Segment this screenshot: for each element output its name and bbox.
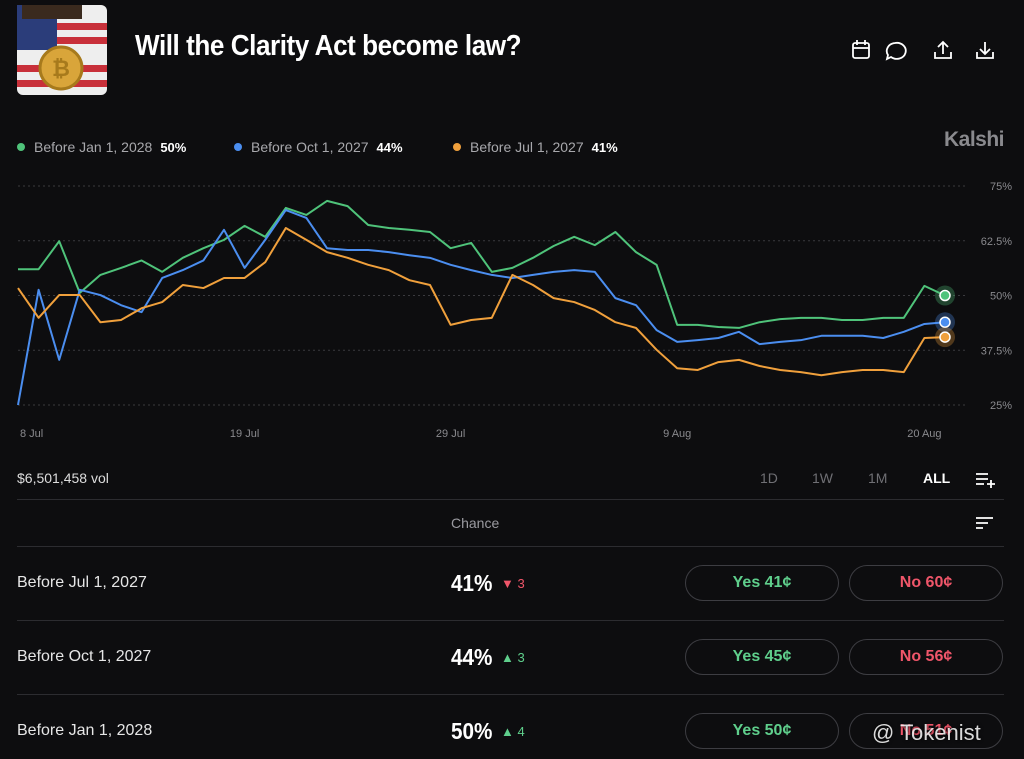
y-tick-label: 62.5% <box>981 236 1012 248</box>
series-line <box>17 227 946 377</box>
separator <box>17 499 1004 500</box>
range-button[interactable]: ALL <box>923 470 951 486</box>
x-tick-label: 19 Jul <box>230 428 259 440</box>
no-button[interactable]: No 51¢ <box>849 713 1003 749</box>
x-tick-label: 9 Aug <box>663 428 691 440</box>
volume: $6,501,458 vol <box>17 470 109 486</box>
brand-logo: Kalshi <box>943 128 1005 151</box>
legend-item[interactable]: Before Jan 1, 2028 50% <box>17 139 186 155</box>
y-tick-label: 37.5% <box>981 345 1012 357</box>
comment-icon[interactable] <box>885 41 907 61</box>
legend-swatch <box>17 143 25 151</box>
y-tick-label: 50% <box>990 291 1012 303</box>
yes-button[interactable]: Yes 45¢ <box>685 639 839 675</box>
market-thumbnail: ₿ <box>17 5 107 95</box>
download-icon[interactable] <box>976 42 994 59</box>
chart: 25% 37.5% 50% 62.5% 75% 8 Jul 19 Jul 29 Jul 9 Au… <box>17 181 1012 440</box>
chance: 50% <box>451 718 493 744</box>
chance-change: ▲ 4 <box>501 724 525 739</box>
legend-value: 50% <box>160 139 187 155</box>
no-button[interactable]: No 56¢ <box>849 639 1003 675</box>
legend-label: Before Jan 1, 2028 <box>34 139 153 155</box>
sort-icon[interactable] <box>976 516 994 530</box>
legend-value: 41% <box>591 139 618 155</box>
y-tick-label: 75% <box>990 181 1012 193</box>
x-tick-label: 8 Jul <box>20 428 43 440</box>
chance-change: ▲ 3 <box>501 650 525 665</box>
legend-value: 44% <box>376 139 403 155</box>
legend-item[interactable]: Before Jul 1, 2027 41% <box>453 139 618 155</box>
legend-label: Before Oct 1, 2027 <box>251 139 369 155</box>
change-arrow: ▼ <box>501 576 518 591</box>
range-button[interactable]: 1M <box>868 470 888 486</box>
legend-swatch <box>453 143 461 151</box>
no-button[interactable]: No 60¢ <box>849 565 1003 601</box>
series-line <box>18 199 946 329</box>
legend-item[interactable]: Before Oct 1, 2027 44% <box>234 139 403 155</box>
x-tick-label: 29 Jul <box>436 428 465 440</box>
chance: 41% <box>451 570 493 596</box>
end-marker <box>939 316 951 328</box>
separator <box>17 546 1004 547</box>
change-value: 4 <box>517 724 525 739</box>
outcome-name: Before Jan 1, 2028 <box>17 722 153 739</box>
watermark: @ Tokenist <box>872 720 981 745</box>
toolbar <box>852 40 994 61</box>
series-line <box>17 209 946 406</box>
outcome-name: Before Oct 1, 2027 <box>17 648 152 665</box>
svg-text:₿: ₿ <box>52 56 70 81</box>
chance: 44% <box>451 644 493 670</box>
share-icon[interactable] <box>934 40 952 59</box>
column-header: Chance <box>451 515 500 531</box>
chance-change: ▼ 3 <box>501 576 525 591</box>
range-button[interactable]: 1W <box>812 470 833 486</box>
change-value: 3 <box>517 650 525 665</box>
end-marker <box>939 331 951 343</box>
change-arrow: ▲ <box>501 724 518 739</box>
outcome-name: Before Jul 1, 2027 <box>17 574 147 591</box>
yes-button[interactable]: Yes 41¢ <box>685 565 839 601</box>
range-button[interactable]: 1D <box>760 470 778 486</box>
separator <box>17 694 1004 695</box>
x-tick-label: 20 Aug <box>907 428 941 440</box>
end-marker <box>939 289 951 302</box>
change-value: 3 <box>517 576 525 591</box>
change-arrow: ▲ <box>501 650 518 665</box>
separator <box>17 620 1004 621</box>
y-tick-label: 25% <box>990 400 1012 412</box>
add-icon[interactable] <box>975 470 997 488</box>
market-title: Will the Clarity Act become law? <box>135 30 522 62</box>
legend-swatch <box>234 143 242 151</box>
calendar-icon[interactable] <box>852 40 870 59</box>
yes-button[interactable]: Yes 50¢ <box>685 713 839 749</box>
legend-label: Before Jul 1, 2027 <box>470 139 584 155</box>
